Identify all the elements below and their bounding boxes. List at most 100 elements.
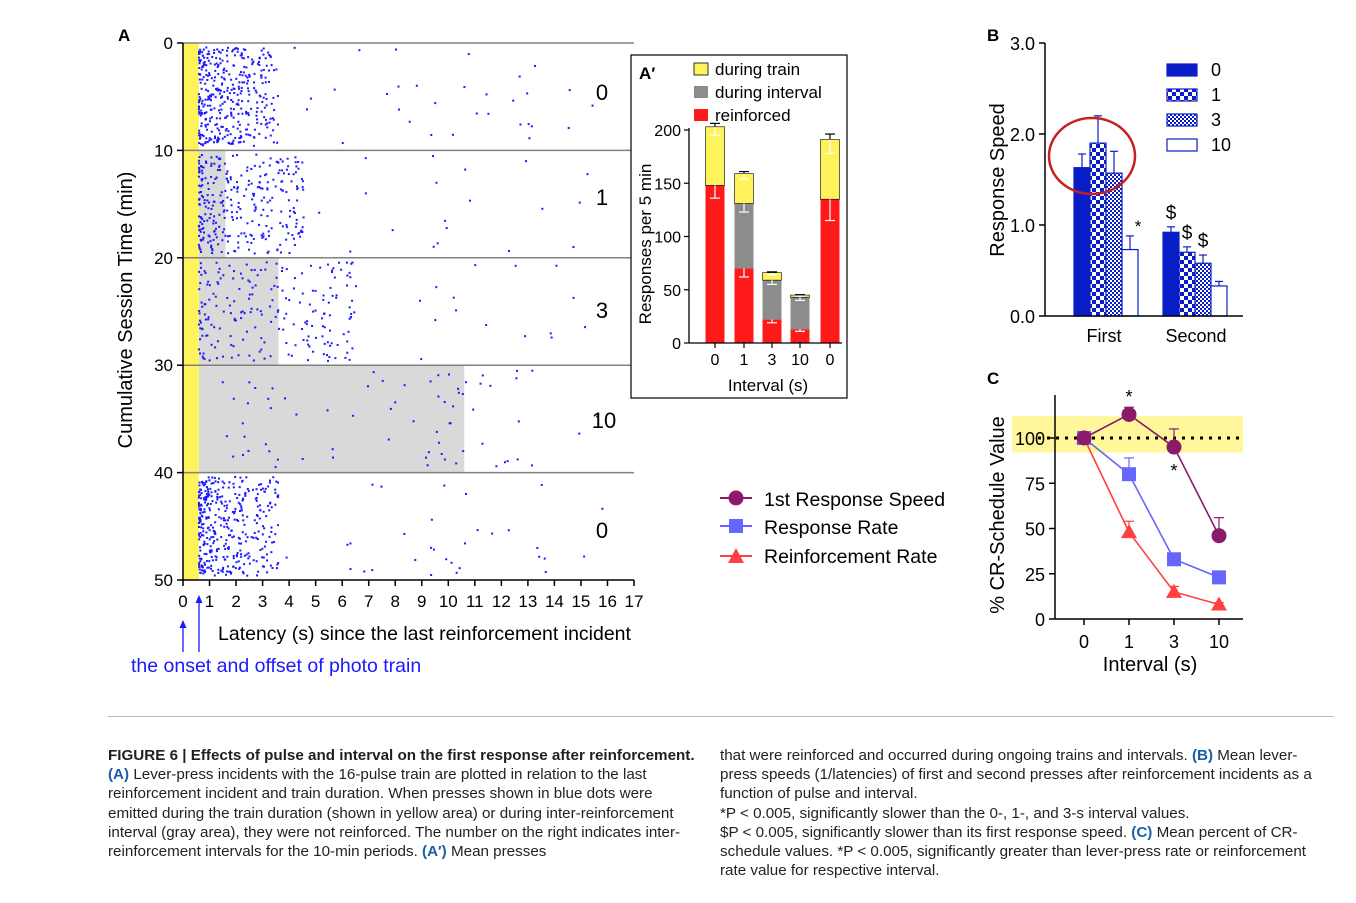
response-dot <box>223 216 226 219</box>
response-dot <box>241 112 244 115</box>
response-dot <box>309 264 312 267</box>
b-bar <box>1105 172 1123 317</box>
response-dot <box>206 104 209 107</box>
response-dot <box>200 125 203 128</box>
response-dot <box>216 127 219 130</box>
response-dot <box>260 69 263 72</box>
response-dot <box>256 308 259 311</box>
stacked-bar-segment <box>734 268 754 343</box>
response-dot <box>425 456 428 459</box>
response-dot <box>216 66 219 69</box>
response-dot <box>222 71 225 74</box>
c-y-tick-label: 25 <box>1025 565 1045 585</box>
response-dot <box>351 261 354 264</box>
response-dot <box>215 62 218 65</box>
b-bar <box>1194 262 1212 317</box>
response-dot <box>266 126 269 129</box>
response-dot <box>262 96 265 99</box>
a-interval-label: 1 <box>596 185 608 210</box>
response-dot <box>198 52 201 55</box>
response-dot <box>216 281 219 284</box>
response-dot <box>216 168 219 171</box>
b-bar <box>1178 251 1196 317</box>
response-dot <box>201 218 204 221</box>
response-dot <box>253 203 256 206</box>
response-dot <box>204 499 207 502</box>
response-dot <box>199 248 202 251</box>
response-dot <box>487 112 490 115</box>
response-dot <box>244 494 247 497</box>
response-dot <box>429 380 432 383</box>
response-dot <box>228 304 231 307</box>
a-prime-x-tick-label: 0 <box>711 352 720 369</box>
response-dot <box>207 495 210 498</box>
response-dot <box>221 568 224 571</box>
response-dot <box>198 246 201 249</box>
legend-label-train: during train <box>715 60 800 79</box>
response-dot <box>264 81 267 84</box>
response-dot <box>212 222 215 225</box>
response-dot <box>198 557 201 560</box>
response-dot <box>207 516 210 519</box>
response-dot <box>245 476 248 479</box>
response-dot <box>252 144 255 147</box>
response-dot <box>270 320 273 323</box>
response-dot <box>198 67 201 70</box>
response-dot <box>253 268 256 271</box>
response-dot <box>210 323 213 326</box>
response-dot <box>248 562 251 565</box>
response-dot <box>223 90 226 93</box>
response-dot <box>199 520 202 523</box>
response-dot <box>474 264 477 267</box>
response-dot <box>239 503 242 506</box>
c-legend-label-speed: 1st Response Speed <box>764 489 945 511</box>
response-dot <box>273 540 276 543</box>
response-dot <box>203 542 206 545</box>
response-dot <box>269 355 272 358</box>
response-dot <box>218 109 221 112</box>
response-dot <box>209 213 212 216</box>
response-dot <box>243 554 246 557</box>
response-dot <box>335 294 338 297</box>
response-dot <box>260 348 263 351</box>
response-dot <box>225 539 228 542</box>
response-dot <box>207 95 210 98</box>
response-dot <box>267 51 270 54</box>
response-dot <box>233 512 236 515</box>
response-dot <box>225 127 228 130</box>
c-plot: * * 0 25 50 75 100 0 1 3 10 <box>1012 387 1243 652</box>
response-dot <box>485 324 488 327</box>
response-dot <box>198 111 201 114</box>
response-dot <box>351 347 354 350</box>
response-dot <box>287 353 290 356</box>
response-dot <box>221 480 224 483</box>
response-dot <box>215 501 218 504</box>
response-dot <box>306 320 309 323</box>
response-dot <box>221 231 224 234</box>
response-dot <box>436 242 439 245</box>
response-dot <box>242 498 245 501</box>
response-dot <box>222 69 225 72</box>
response-dot <box>233 92 236 95</box>
response-dot <box>245 263 248 266</box>
response-dot <box>198 494 201 497</box>
stacked-bar-segment <box>762 280 782 320</box>
a-prime-y-tick-label: 150 <box>654 176 681 193</box>
b-legend-swatch <box>1166 63 1198 77</box>
response-dot <box>285 168 288 171</box>
response-dot <box>371 569 374 572</box>
b-bar <box>1089 142 1107 317</box>
response-dot <box>207 280 210 283</box>
response-dot <box>272 129 275 132</box>
response-dot <box>314 309 317 312</box>
response-dot <box>243 435 246 438</box>
response-dot <box>255 91 258 94</box>
response-dot <box>305 323 308 326</box>
response-dot <box>457 391 460 394</box>
response-dot <box>214 227 217 230</box>
response-dot <box>218 477 221 480</box>
response-dot <box>245 128 248 131</box>
response-dot <box>277 309 280 312</box>
legend-label-interval: during interval <box>715 83 822 102</box>
response-dot <box>217 508 220 511</box>
